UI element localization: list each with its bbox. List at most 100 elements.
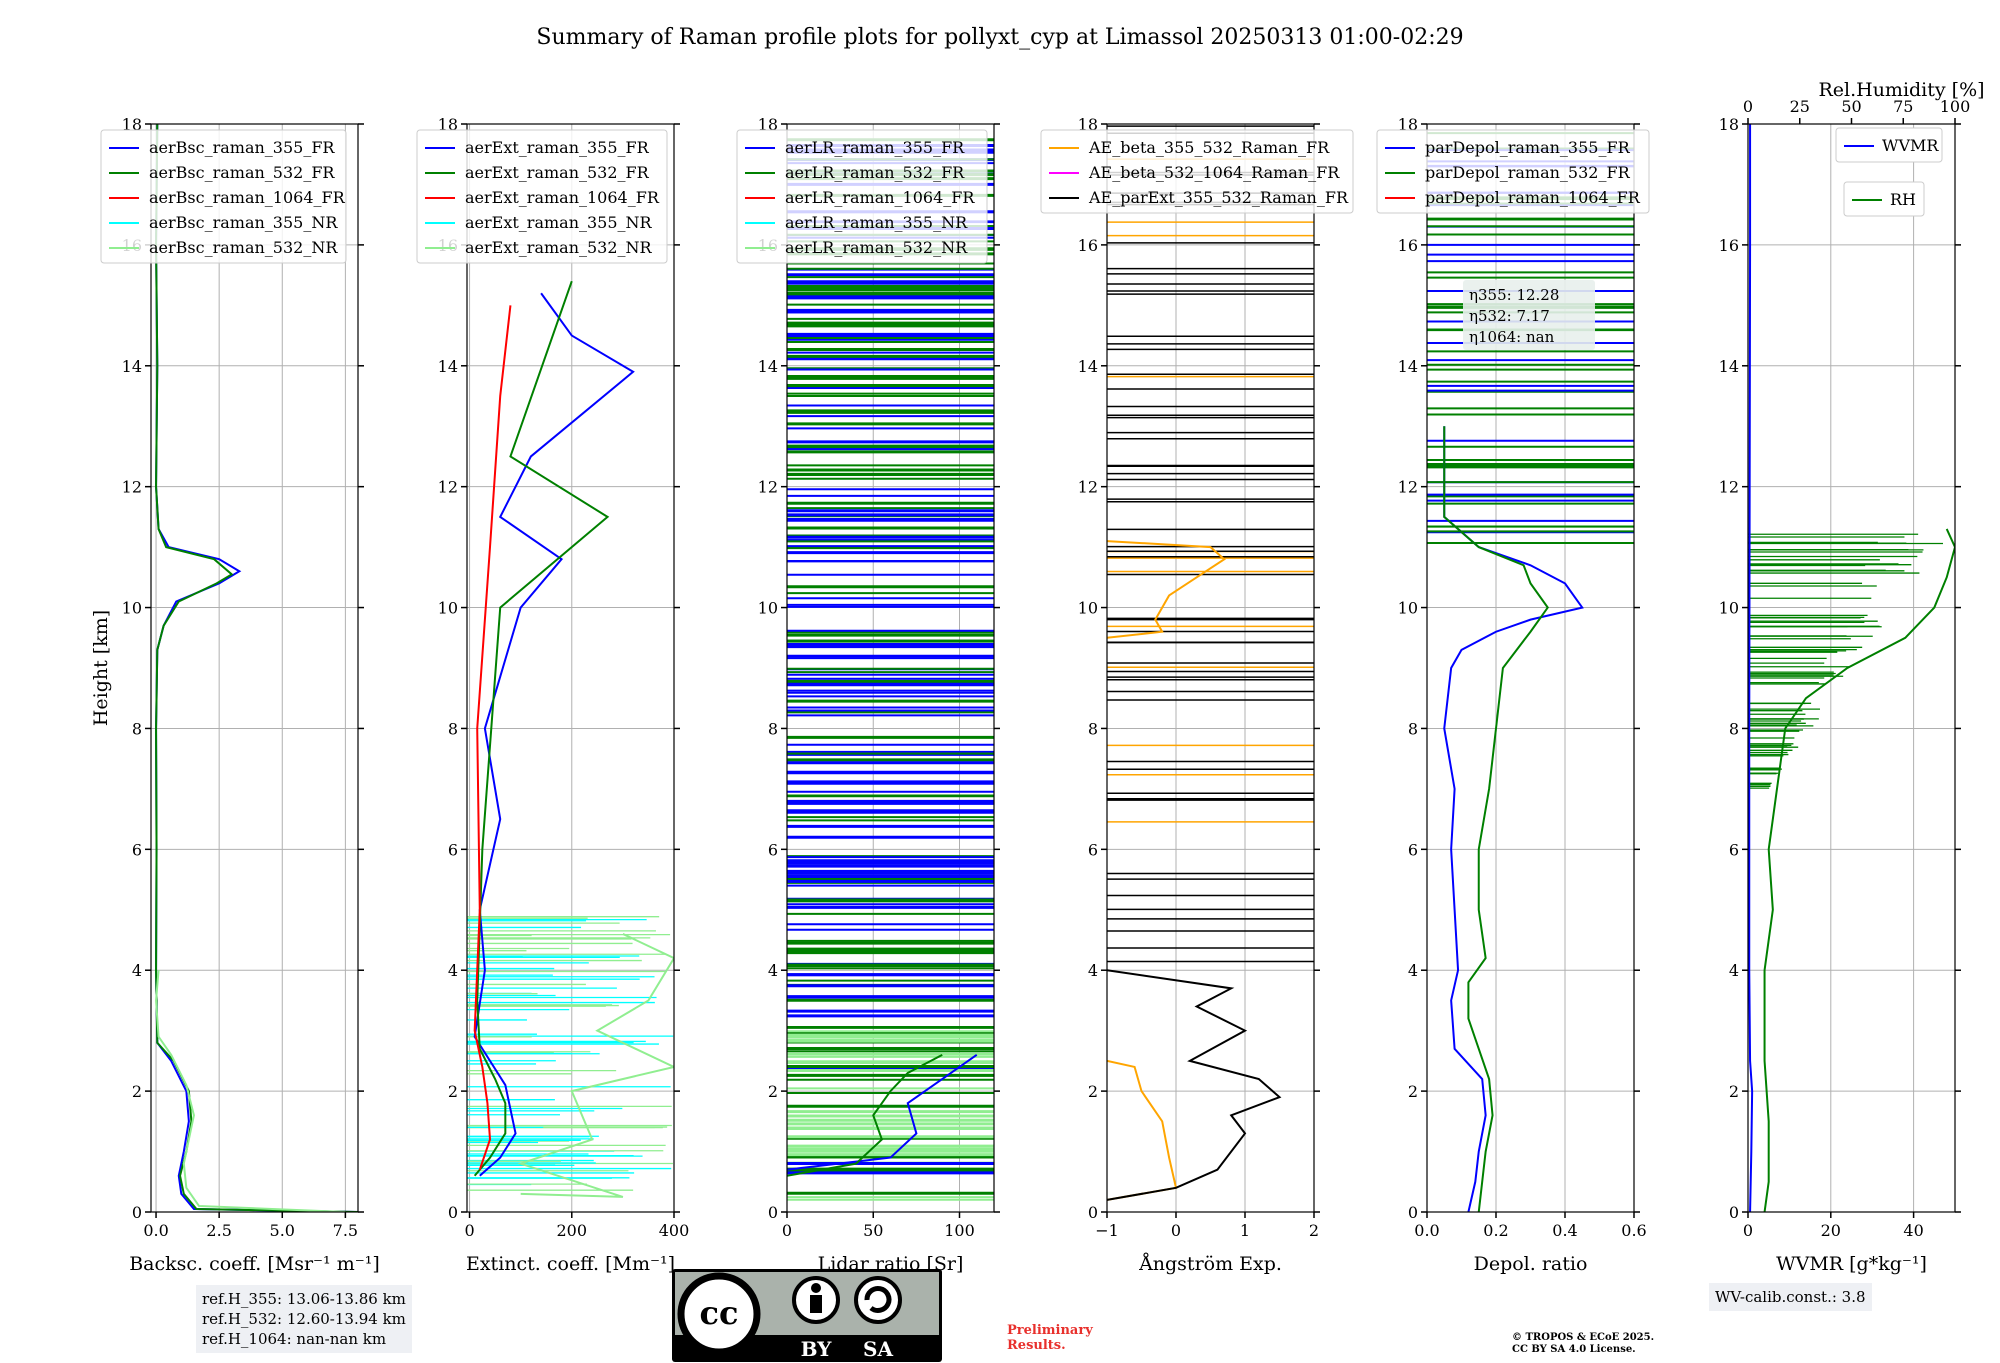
ref-h-532: ref.H_532: 12.60-13.94 km bbox=[202, 1310, 406, 1328]
x-tick-label: 0.4 bbox=[1552, 1221, 1577, 1240]
y-tick-label: 2 bbox=[132, 1082, 142, 1101]
series-aerLR_raman_532_FR bbox=[787, 1053, 943, 1177]
legend-label: aerBsc_raman_532_FR bbox=[149, 163, 335, 182]
x-tick-label: 40 bbox=[1903, 1221, 1923, 1240]
axes-frame bbox=[1426, 123, 1635, 1213]
panel-ext: 0246810121416180200400Extinct. coeff. [M… bbox=[416, 115, 690, 1275]
top-x-tick-label: 0 bbox=[1743, 97, 1753, 116]
axes-frame bbox=[150, 123, 359, 1213]
series-AE_parExt_355_532_Raman_FR bbox=[1107, 969, 1282, 1201]
y-tick-label: 14 bbox=[438, 357, 458, 376]
x-tick-label: 0.6 bbox=[1621, 1221, 1646, 1240]
y-tick-label: 2 bbox=[1408, 1082, 1418, 1101]
wv-calibration-box: WV-calib.const.: 3.8 bbox=[1709, 1283, 1872, 1311]
legend-label: aerLR_raman_532_NR bbox=[785, 238, 968, 257]
x-tick-label: 1 bbox=[1240, 1221, 1250, 1240]
share-alike-icon bbox=[854, 1276, 902, 1324]
y-tick-label: 12 bbox=[1719, 478, 1739, 497]
cc-circle-icon bbox=[677, 1272, 761, 1356]
series-aerExt_raman_355_FR bbox=[473, 292, 635, 1177]
legend-label: parDepol_raman_1064_FR bbox=[1425, 188, 1641, 207]
x-axis-label: Extinct. coeff. [Mm⁻¹] bbox=[466, 1253, 675, 1275]
y-tick-label: 2 bbox=[768, 1082, 778, 1101]
axes-frame bbox=[1106, 123, 1315, 1213]
y-tick-label: 0 bbox=[132, 1203, 142, 1222]
ref-h-1064: ref.H_1064: nan-nan km bbox=[202, 1330, 387, 1348]
y-tick-label: 14 bbox=[758, 357, 778, 376]
preliminary-results: Preliminary Results. bbox=[1007, 1323, 1093, 1353]
series-aerExt_raman_532_FR bbox=[473, 280, 610, 1177]
legend-label: aerExt_raman_355_FR bbox=[465, 138, 650, 157]
x-axis-label: WVMR [g*kg⁻¹] bbox=[1776, 1253, 1927, 1275]
x-tick-label: 5.0 bbox=[270, 1221, 295, 1240]
legend-box bbox=[1835, 127, 1943, 163]
panel-depol: 0 2 4 6 8 10 12 14 16 18 0.0 0.2 0.4 0.6 Depol. ratio p… bbox=[1376, 115, 1650, 1275]
legend-label: AE_beta_532_1064_Raman_FR bbox=[1088, 163, 1340, 182]
y-tick-label: 6 bbox=[448, 840, 458, 859]
eta-box bbox=[1463, 280, 1595, 350]
legend-box bbox=[1843, 181, 1925, 217]
x-tick-label: −1 bbox=[1095, 1221, 1119, 1240]
series-aerBsc_raman_532_FR bbox=[155, 124, 358, 1212]
legend-label: aerLR_raman_355_NR bbox=[785, 213, 968, 232]
y-tick-label: 12 bbox=[438, 478, 458, 497]
y-tick-label: 14 bbox=[1078, 357, 1098, 376]
y-tick-label: 4 bbox=[1088, 961, 1098, 980]
series-aerBsc_raman_532_NR bbox=[155, 970, 346, 1212]
y-tick-label: 18 bbox=[1719, 115, 1739, 134]
legend-label: aerBsc_raman_355_NR bbox=[149, 213, 338, 232]
x-tick-label: 0.0 bbox=[1414, 1221, 1439, 1240]
y-tick-label: 12 bbox=[1398, 478, 1418, 497]
y-tick-label: 10 bbox=[1398, 599, 1418, 618]
legend-label: aerLR_raman_532_FR bbox=[785, 163, 965, 182]
legend-label: RH bbox=[1890, 190, 1916, 209]
axes-frame bbox=[786, 123, 995, 1213]
figure-title: Summary of Raman profile plots for polly… bbox=[536, 25, 1463, 50]
y-tick-label: 8 bbox=[1729, 719, 1739, 738]
y-tick-label: 6 bbox=[132, 840, 142, 859]
plot-area bbox=[1748, 124, 1955, 1212]
legend-label: aerLR_raman_355_FR bbox=[785, 138, 965, 157]
series-RH bbox=[1763, 528, 1955, 1212]
y-tick-label: 6 bbox=[768, 840, 778, 859]
eta-label: η532: 7.17 bbox=[1469, 307, 1550, 325]
y-tick-label: 16 bbox=[1719, 236, 1739, 255]
legend-label: aerExt_raman_1064_FR bbox=[465, 188, 660, 207]
x-axis-label: Backsc. coeff. [Msr⁻¹ m⁻¹] bbox=[129, 1253, 380, 1275]
series-AE_beta_355_532_Raman_FR bbox=[1107, 1059, 1178, 1201]
legend-label: aerExt_raman_355_NR bbox=[465, 213, 653, 232]
series-AE_beta_355_532_Raman_FR_upper bbox=[1107, 540, 1226, 639]
legend-label: aerBsc_raman_1064_FR bbox=[149, 188, 346, 207]
top-axis-label: Rel.Humidity [%] bbox=[1818, 79, 1984, 101]
y-tick-label: 6 bbox=[1729, 840, 1739, 859]
x-tick-label: 2 bbox=[1309, 1221, 1319, 1240]
y-tick-label: 8 bbox=[768, 719, 778, 738]
y-tick-label: 12 bbox=[1078, 478, 1098, 497]
plot-area bbox=[467, 280, 674, 1198]
x-tick-label: 400 bbox=[659, 1221, 690, 1240]
legend-label: parDepol_raman_532_FR bbox=[1425, 163, 1631, 182]
plot-area bbox=[155, 124, 358, 1212]
x-axis-label: Ångström Exp. bbox=[1138, 1253, 1282, 1275]
y-tick-label: 4 bbox=[768, 961, 778, 980]
eta-label: η1064: nan bbox=[1469, 328, 1555, 346]
y-tick-label: 10 bbox=[438, 599, 458, 618]
x-tick-label: 0 bbox=[1743, 1221, 1753, 1240]
cc-by-sa-logo: cc BY SA bbox=[672, 1269, 942, 1362]
y-tick-label: 2 bbox=[1729, 1082, 1739, 1101]
x-tick-label: 0 bbox=[464, 1221, 474, 1240]
y-tick-label: 4 bbox=[448, 961, 458, 980]
legend-label: aerLR_raman_1064_FR bbox=[785, 188, 975, 207]
y-tick-label: 4 bbox=[1408, 961, 1418, 980]
y-tick-label: 12 bbox=[122, 478, 142, 497]
y-tick-label: 8 bbox=[448, 719, 458, 738]
x-tick-label: 100 bbox=[944, 1221, 975, 1240]
y-tick-label: 14 bbox=[1398, 357, 1418, 376]
legend-box bbox=[100, 129, 347, 264]
y-tick-label: 8 bbox=[1408, 719, 1418, 738]
y-tick-label: 4 bbox=[1729, 961, 1739, 980]
x-tick-label: 7.5 bbox=[333, 1221, 358, 1240]
y-tick-label: 8 bbox=[1088, 719, 1098, 738]
